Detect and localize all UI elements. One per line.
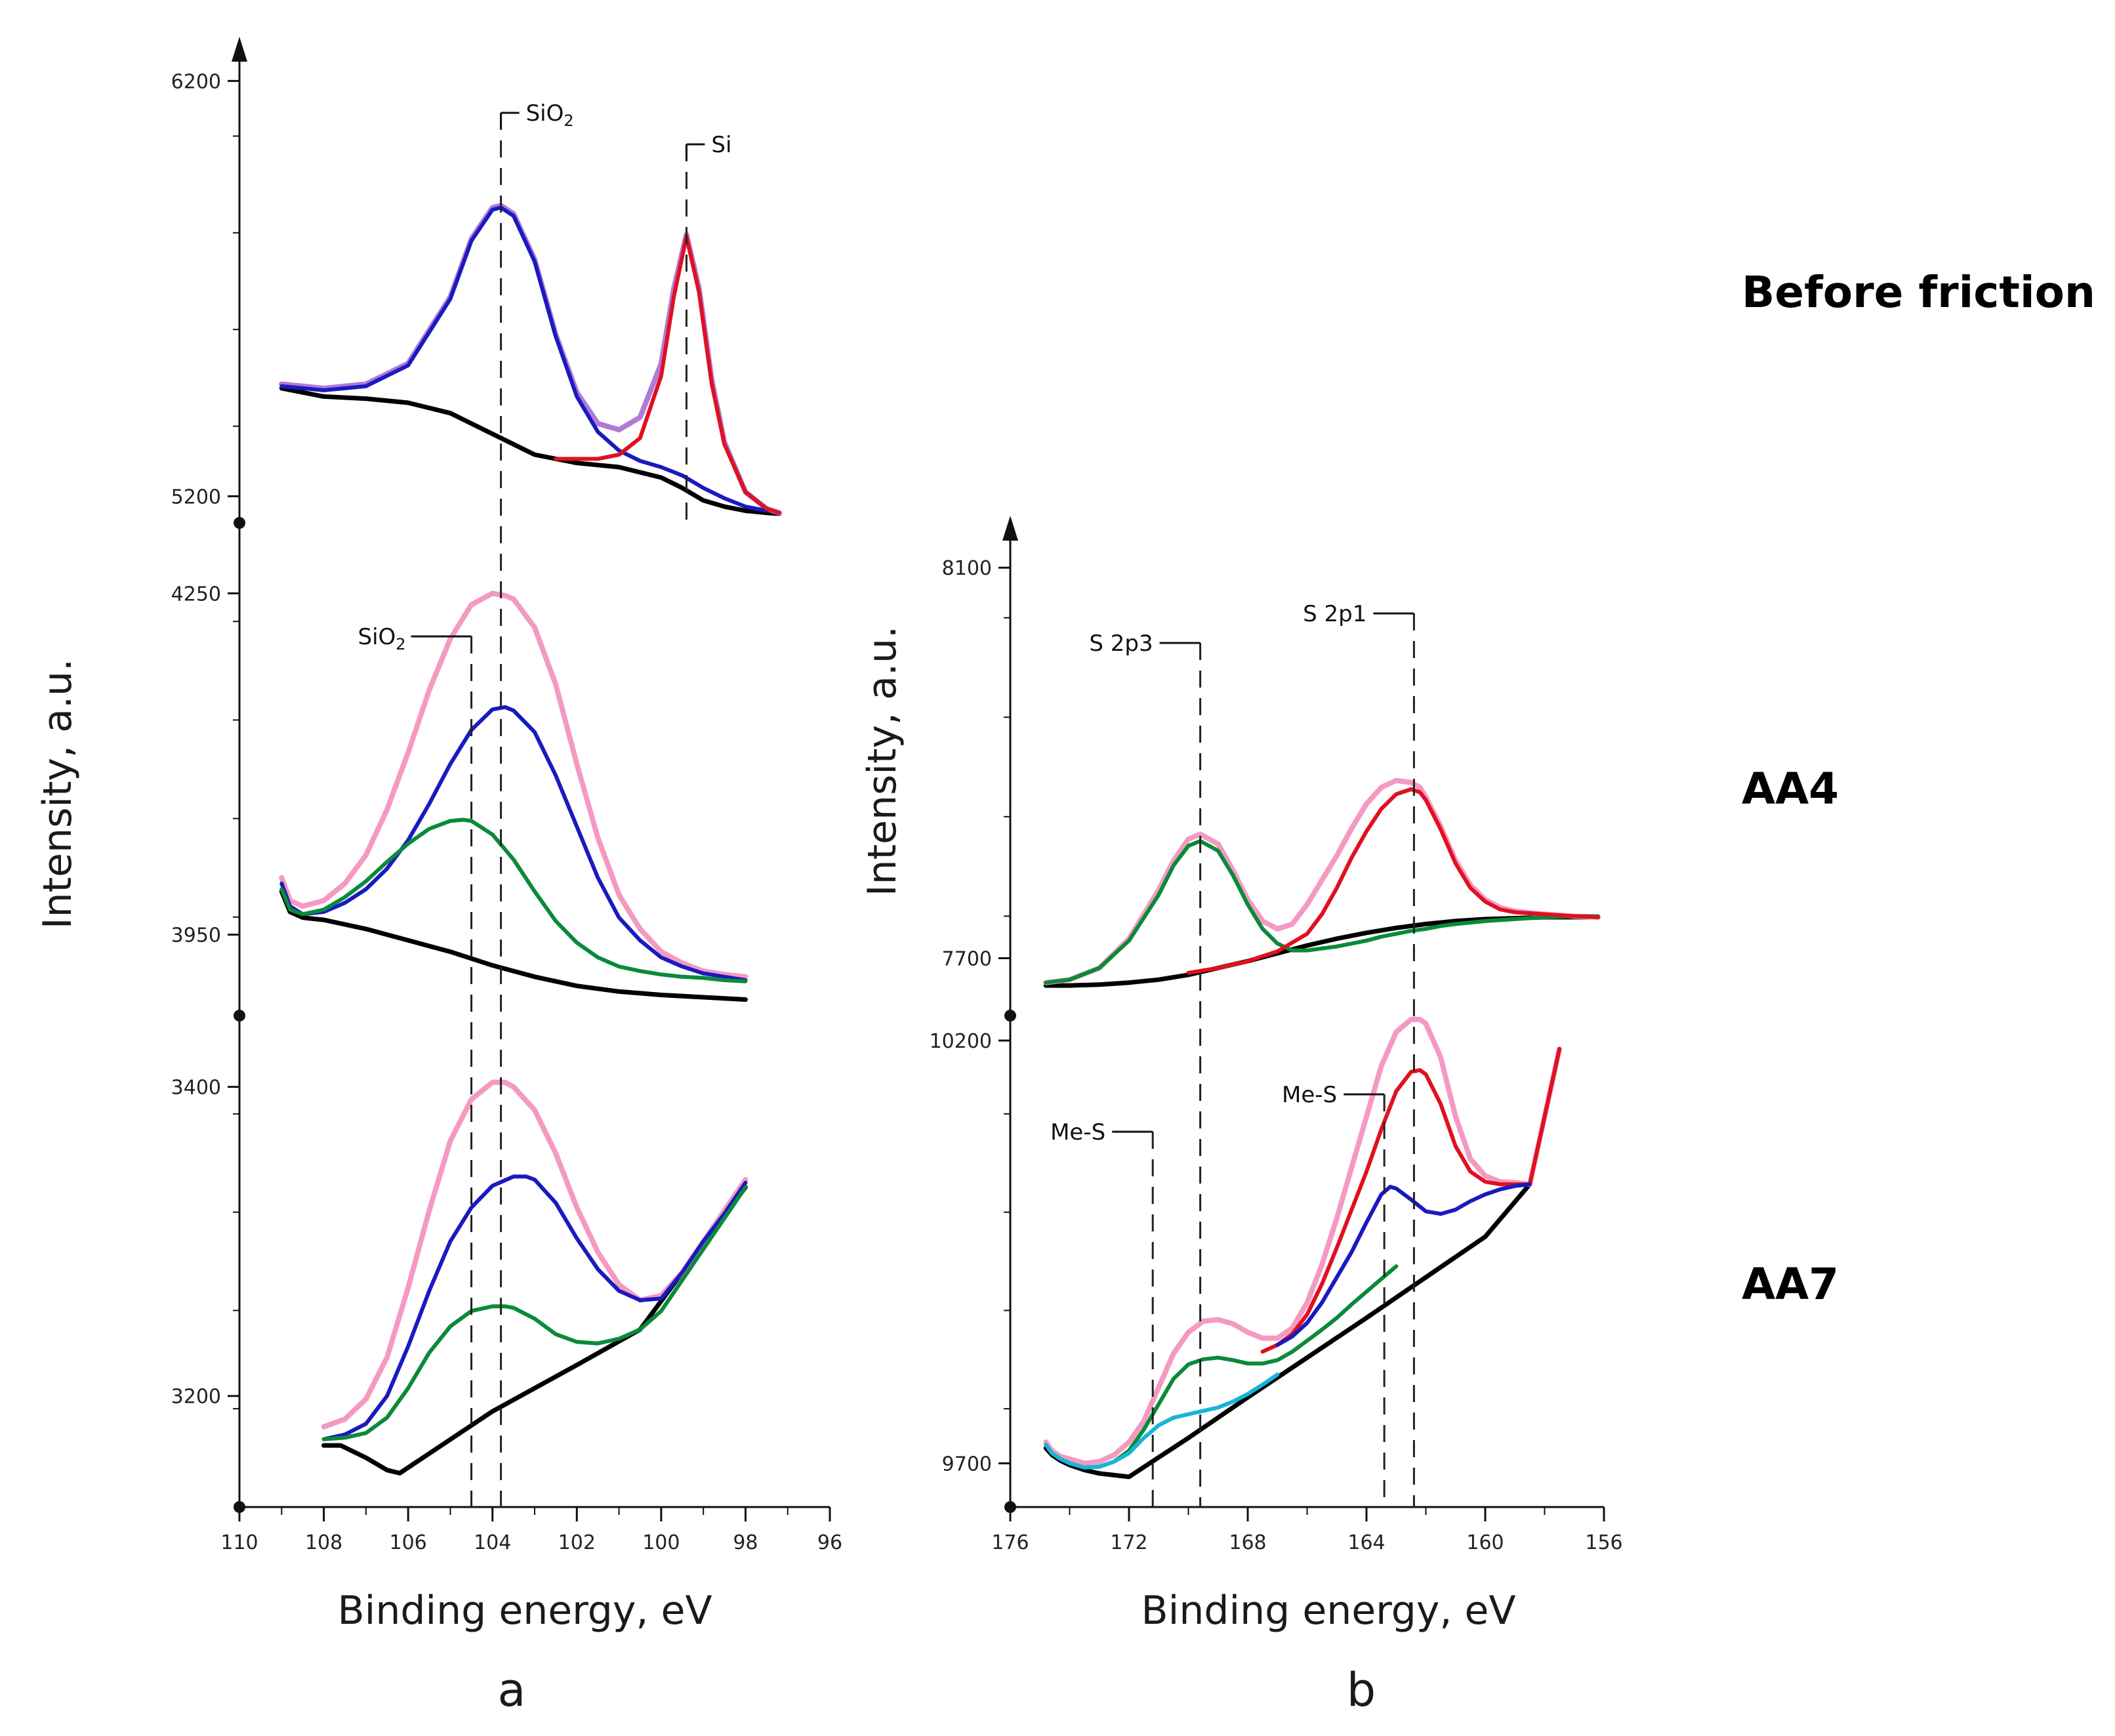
series-envelope xyxy=(1043,777,1601,985)
subplot-b-aa7: 10200 9700 xyxy=(930,1016,1563,1513)
panel-b: 176 172 168 164 160 156 8100 7700 10200 9700 xyxy=(930,516,1623,1554)
panel-b-xlabel: Binding energy, eV xyxy=(1141,1588,1516,1634)
row-label-aa7: AA7 xyxy=(1742,1259,1839,1310)
x-tick-label: 100 xyxy=(642,1531,680,1554)
series-background xyxy=(1043,915,1601,988)
x-tick-label: 110 xyxy=(220,1531,258,1554)
y-tick-label: 9700 xyxy=(942,1453,992,1476)
panel-a-ylabel: Intensity, a.u. xyxy=(35,659,81,929)
y-tick-label: 3950 xyxy=(171,924,221,947)
x-tick-label: 172 xyxy=(1110,1531,1147,1554)
x-tick-label: 176 xyxy=(991,1531,1029,1554)
axis-break-dot xyxy=(234,1010,245,1022)
series-component-cyan xyxy=(1044,1373,1280,1470)
y-tick-label: 10200 xyxy=(930,1030,992,1053)
series-background xyxy=(1043,1046,1562,1479)
subplot-a-aa7: 3400 3200 xyxy=(171,1077,749,1513)
annotation-sio2-before: SiO2 xyxy=(526,100,574,130)
series-sio2-green xyxy=(279,817,748,983)
subplot-b-aa4: 8100 7700 xyxy=(942,557,1601,1022)
annotation-mes-right: Me-S xyxy=(1282,1082,1337,1108)
x-tick-label: 102 xyxy=(558,1531,596,1554)
series-envelope xyxy=(279,590,749,980)
series-background xyxy=(279,889,748,1002)
panel-a: 110 108 106 104 102 100 98 96 6200 5200 4250 3950 34… xyxy=(171,37,842,1554)
annotation-mes-left: Me-S xyxy=(1050,1119,1105,1146)
row-label-aa4: AA4 xyxy=(1742,764,1839,814)
axis-break-dot xyxy=(1004,1010,1016,1022)
x-tick-label: 98 xyxy=(733,1531,758,1554)
x-tick-label: 108 xyxy=(305,1531,342,1554)
series-component-green xyxy=(1044,1264,1399,1470)
y-axis-arrow xyxy=(232,37,247,62)
panel-a-xlabel: Binding energy, eV xyxy=(338,1588,712,1634)
y-axis-arrow xyxy=(1002,516,1018,541)
y-tick-label: 8100 xyxy=(942,557,992,580)
y-tick-label: 5200 xyxy=(171,486,221,508)
annotation-s2p1: S 2p1 xyxy=(1303,601,1366,627)
row-label-before-friction: Before friction xyxy=(1742,267,2095,318)
series-component-blue xyxy=(321,1174,748,1441)
x-tick-label: 160 xyxy=(1466,1531,1504,1554)
y-tick-label: 3200 xyxy=(171,1386,221,1409)
x-tick-label: 104 xyxy=(474,1531,511,1554)
series-s-2p1-red xyxy=(1186,787,1600,975)
series-background xyxy=(279,386,782,516)
x-tick-label: 164 xyxy=(1347,1531,1385,1554)
x-tick-label: 96 xyxy=(817,1531,842,1554)
subplot-a-before-friction: 6200 5200 xyxy=(171,70,782,529)
annotation-sio2-aa4: SiO2 xyxy=(358,624,405,653)
y-tick-label: 3400 xyxy=(171,1077,221,1100)
y-tick-label: 6200 xyxy=(171,70,221,93)
annotation-si-before: Si xyxy=(711,132,731,158)
series-sio2 xyxy=(279,205,769,513)
series-envelope xyxy=(321,1079,749,1430)
series-s-2p3-green xyxy=(1044,838,1600,985)
subplot-a-aa4: 4250 3950 xyxy=(171,583,749,1022)
axis-break-dot xyxy=(234,1501,245,1513)
series-envelope xyxy=(1043,1016,1563,1466)
y-tick-label: 4250 xyxy=(171,583,221,606)
x-tick-label: 168 xyxy=(1229,1531,1266,1554)
series-me-s-blue xyxy=(1275,1182,1532,1347)
series-me-s-red xyxy=(1260,1046,1562,1354)
annotation-s2p3: S 2p3 xyxy=(1089,630,1153,657)
panel-b-label: b xyxy=(1347,1663,1376,1717)
panel-b-ylabel: Intensity, a.u. xyxy=(859,626,905,896)
axis-break-dot xyxy=(234,517,245,529)
series-sio2-blue xyxy=(279,705,748,982)
series-component-green xyxy=(321,1185,748,1441)
y-tick-label: 7700 xyxy=(942,947,992,970)
x-tick-label: 156 xyxy=(1585,1531,1622,1554)
x-tick-label: 106 xyxy=(390,1531,427,1554)
axis-break-dot xyxy=(1004,1501,1016,1513)
series-background xyxy=(321,1185,748,1476)
panel-a-label: a xyxy=(498,1663,526,1717)
